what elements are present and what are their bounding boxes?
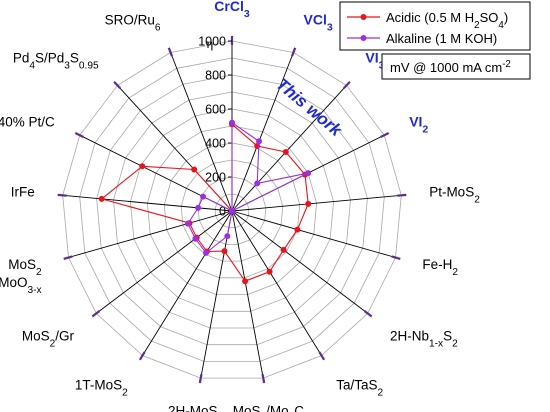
spoke: [231, 194, 402, 212]
data-point: [256, 138, 262, 145]
spoke-end-tick: [318, 351, 326, 361]
data-point: [98, 195, 105, 202]
data-point: [254, 180, 261, 187]
data-point: [294, 226, 301, 233]
data-point: [139, 163, 146, 170]
spoke-end-tick: [113, 80, 122, 90]
data-point: [200, 193, 207, 200]
data-point: [203, 249, 209, 256]
legend-label-alkaline: Alkaline (1 M KOH): [386, 31, 497, 46]
legend-marker-alkaline: [360, 35, 367, 41]
grid-ring: [113, 91, 351, 329]
category-label-2h-mos2: 2H-MoS2: [168, 404, 224, 412]
data-point: [195, 204, 202, 211]
grid-ring: [129, 108, 335, 312]
category-label-crcl3: CrCl3: [214, 0, 250, 20]
category-label-pd4s-pd3s0-95: Pd4S/Pd3S0.95: [13, 51, 99, 71]
category-label-40-pt-c: 40% Pt/C: [0, 115, 55, 130]
spoke: [231, 52, 294, 212]
spoke: [142, 210, 233, 356]
spoke-end-tick: [167, 47, 174, 57]
category-label-2h-nb1-xs2: 2H-Nb1-xS2: [390, 328, 458, 349]
spoke-end-tick: [91, 310, 101, 318]
spoke-end-tick: [74, 132, 84, 138]
spoke: [231, 210, 322, 356]
category-labels: CrCl3VCl3VI3VI2Pt-MoS2Fe-H22H-Nb1-xS2Ta/…: [0, 0, 480, 412]
category-label-irfe: IrFe: [11, 185, 35, 200]
radial-tick-labels: 0 200 400 600 800 1000: [198, 35, 232, 219]
spoke-end-tick: [342, 80, 351, 90]
spoke: [68, 210, 233, 258]
data-point: [242, 278, 249, 285]
grid-ring: [146, 125, 318, 296]
data-point: [221, 248, 228, 255]
spoke-end-tick: [57, 193, 67, 197]
spoke-end-tick: [380, 132, 390, 138]
spoke-end-tick: [63, 255, 73, 260]
spoke: [170, 52, 233, 212]
category-label-sro-ru6: SRO/Ru6: [105, 12, 161, 33]
data-point: [191, 166, 198, 173]
radar-grid: [62, 40, 402, 379]
series-alkaline-1-m-koh: [184, 119, 312, 256]
legend: Acidic (0.5 M H2SO4) Alkaline (1 M KOH): [339, 1, 531, 51]
category-label-pt-mos2: Pt-MoS2: [429, 185, 480, 206]
grid-ring: [96, 74, 368, 346]
data-point: [184, 220, 191, 227]
grid-ring: [62, 40, 402, 379]
radial-tick-label: 1000: [198, 35, 226, 49]
category-label-mos2-moo3-x-line2: /MoO3-x: [0, 275, 42, 296]
spoke: [231, 210, 396, 258]
data-point: [282, 149, 289, 155]
category-label-vcl3: VCl3: [304, 11, 333, 33]
data-point: [280, 246, 287, 253]
legend-label-acidic: Acidic (0.5 M H2SO4): [386, 10, 508, 31]
radial-tick-label: 400: [205, 137, 226, 151]
unit-note-box: mV @ 1000 mA cm-2: [381, 53, 531, 80]
data-point: [305, 200, 312, 207]
radial-tick-label: 800: [205, 69, 226, 83]
data-point: [305, 170, 312, 177]
spoke-end-tick: [138, 351, 146, 361]
spoke: [231, 210, 368, 314]
series-line: [100, 123, 309, 282]
category-label-1t-mos2: 1T-MoS2: [75, 377, 128, 398]
data-point: [192, 235, 199, 242]
category-label-ta-tas2: Ta/TaS2: [336, 377, 383, 398]
spoke-end-tick: [391, 255, 401, 260]
category-label-mos2-gr: MoS2/Gr: [22, 328, 75, 349]
radial-axis-label: η: [206, 37, 213, 51]
spoke-end-tick: [397, 193, 407, 197]
grid-ring: [79, 57, 385, 362]
data-point: [229, 119, 235, 126]
legend-box: [339, 1, 531, 51]
unit-note: mV @ 1000 mA cm-2: [390, 59, 511, 76]
spoke: [231, 210, 264, 379]
spoke-end-tick: [290, 47, 297, 57]
this-work-annotation: This work: [272, 75, 346, 142]
grid-ring: [163, 142, 301, 279]
spoke: [231, 85, 347, 212]
spoke: [96, 210, 233, 314]
data-point: [224, 233, 231, 240]
unit-note-frame: [381, 53, 531, 80]
spoke-end-tick: [198, 373, 203, 384]
legend-marker-acidic: [360, 14, 367, 20]
category-label-fe-h2: Fe-H2: [422, 257, 458, 278]
spoke: [62, 194, 233, 212]
data-point: [266, 268, 273, 275]
spoke-end-tick: [363, 310, 373, 318]
category-label-vi2: VI2: [409, 114, 428, 136]
radial-tick-label: 600: [205, 103, 226, 117]
radial-tick-label: 200: [205, 171, 226, 185]
spoke-end-tick: [261, 373, 266, 384]
radial-tick-label: 0: [219, 205, 226, 219]
data-point: [229, 208, 235, 214]
category-label-mos2-mo2c: MoS2/Mo2C: [233, 404, 305, 412]
category-label-mos2-moo3-x: MoS2: [8, 257, 42, 278]
data-series: [98, 119, 312, 285]
grid-ring: [214, 193, 250, 229]
